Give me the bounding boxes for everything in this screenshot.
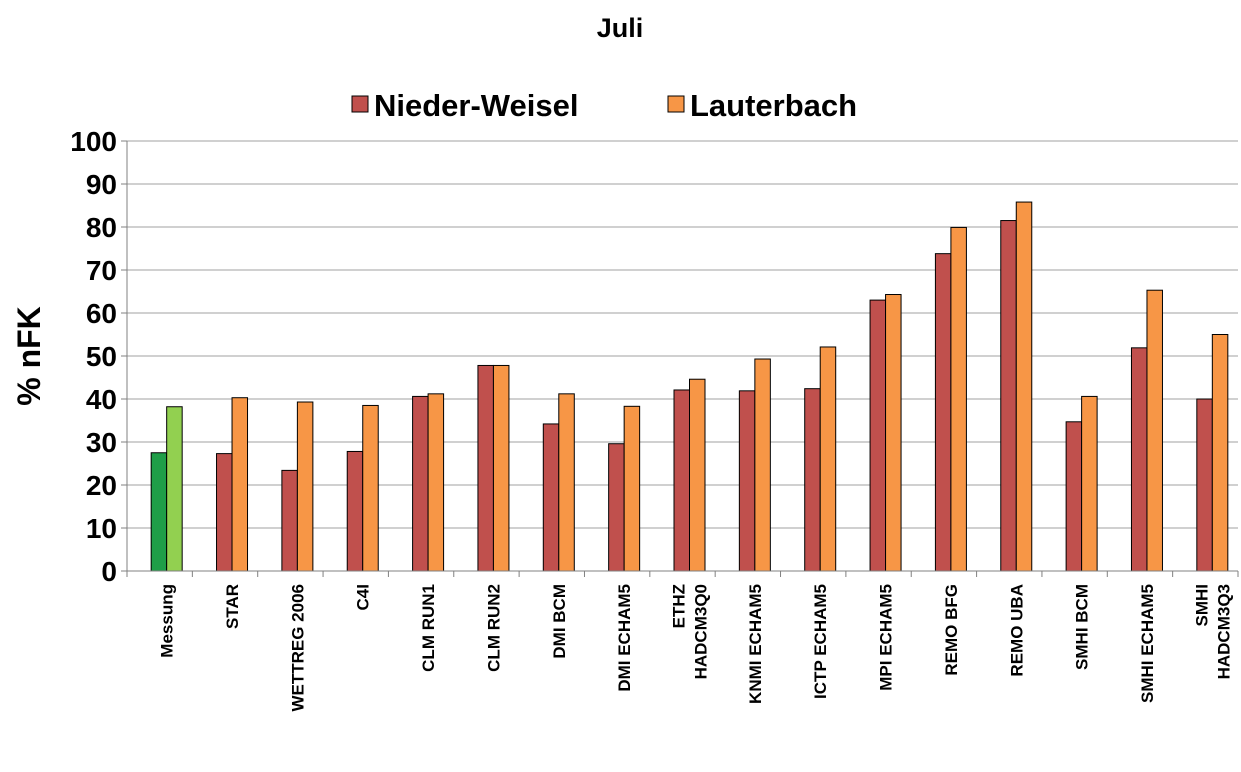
- y-tick-label: 40: [86, 384, 117, 415]
- y-tick-label: 90: [86, 169, 117, 200]
- x-tick-label: ETHZ: [670, 584, 689, 628]
- bar: [689, 378, 706, 572]
- bar: [934, 253, 952, 572]
- y-tick-label: 30: [86, 427, 117, 458]
- bar: [542, 423, 560, 572]
- bar: [819, 346, 837, 572]
- y-tick-label: 60: [86, 298, 117, 329]
- x-tick-label: SMHI: [1192, 584, 1211, 627]
- bar: [869, 299, 887, 572]
- x-tick-label: Messung: [158, 584, 177, 658]
- bar: [427, 393, 445, 572]
- y-tick-label: 20: [86, 470, 117, 501]
- bar: [754, 358, 771, 572]
- bar: [558, 393, 575, 572]
- bar: [623, 405, 641, 572]
- y-tick-label: 50: [86, 341, 117, 372]
- bar: [1211, 334, 1229, 572]
- bar: [412, 395, 429, 572]
- y-tick-label: 0: [101, 556, 117, 587]
- legend-label: Nieder-Weisel: [374, 88, 578, 123]
- bar: [1146, 289, 1163, 572]
- y-tick-label: 100: [70, 126, 117, 157]
- legend-swatch: [667, 95, 685, 113]
- bar: [1015, 201, 1033, 572]
- y-tick-label: 80: [86, 212, 117, 243]
- x-tick-label: C4I: [354, 584, 373, 610]
- bar: [216, 453, 233, 572]
- bar: [150, 452, 168, 572]
- legend-label: Lauterbach: [690, 88, 857, 123]
- bar: [166, 406, 183, 572]
- x-tick-label: ICTP ECHAM5: [811, 584, 830, 699]
- bar: [281, 469, 298, 572]
- bar: [492, 364, 510, 572]
- x-tick-label: HADCM3Q3: [1214, 584, 1233, 679]
- x-tick-label: SMHI ECHAM5: [1138, 584, 1157, 703]
- bar: [950, 226, 967, 572]
- bar: [1081, 395, 1098, 572]
- bar: [231, 397, 249, 572]
- bar: [1000, 220, 1017, 572]
- bar: [738, 390, 756, 572]
- chart-title: Juli: [597, 13, 644, 43]
- y-axis-label: % nFK: [11, 306, 47, 406]
- bar: [608, 443, 625, 572]
- bar: [1130, 347, 1148, 572]
- x-tick-label: HADCM3Q0: [692, 584, 711, 679]
- bar: [1065, 421, 1083, 572]
- x-tick-label: REMO BFG: [942, 584, 961, 676]
- x-tick-label: STAR: [223, 584, 242, 629]
- bar: [477, 364, 494, 572]
- x-tick-label: KNMI ECHAM5: [746, 584, 765, 704]
- bar: [296, 401, 314, 572]
- x-tick-label: REMO UBA: [1007, 584, 1026, 677]
- y-tick-label: 10: [86, 513, 117, 544]
- bar: [885, 294, 902, 572]
- bar: [346, 450, 364, 572]
- x-tick-label: WETTREG 2006: [288, 584, 307, 712]
- x-tick-label: CLM RUN2: [484, 584, 503, 672]
- legend-swatch: [351, 95, 369, 113]
- x-tick-label: DMI BCM: [550, 584, 569, 659]
- bar: [804, 388, 821, 572]
- x-tick-label: MPI ECHAM5: [877, 584, 896, 691]
- y-tick-label: 70: [86, 255, 117, 286]
- bar: [673, 389, 690, 572]
- x-tick-label: SMHI BCM: [1073, 584, 1092, 670]
- bar: [362, 404, 379, 572]
- x-tick-label: DMI ECHAM5: [615, 584, 634, 692]
- bar: [1196, 398, 1213, 572]
- x-tick-label: CLM RUN1: [419, 584, 438, 672]
